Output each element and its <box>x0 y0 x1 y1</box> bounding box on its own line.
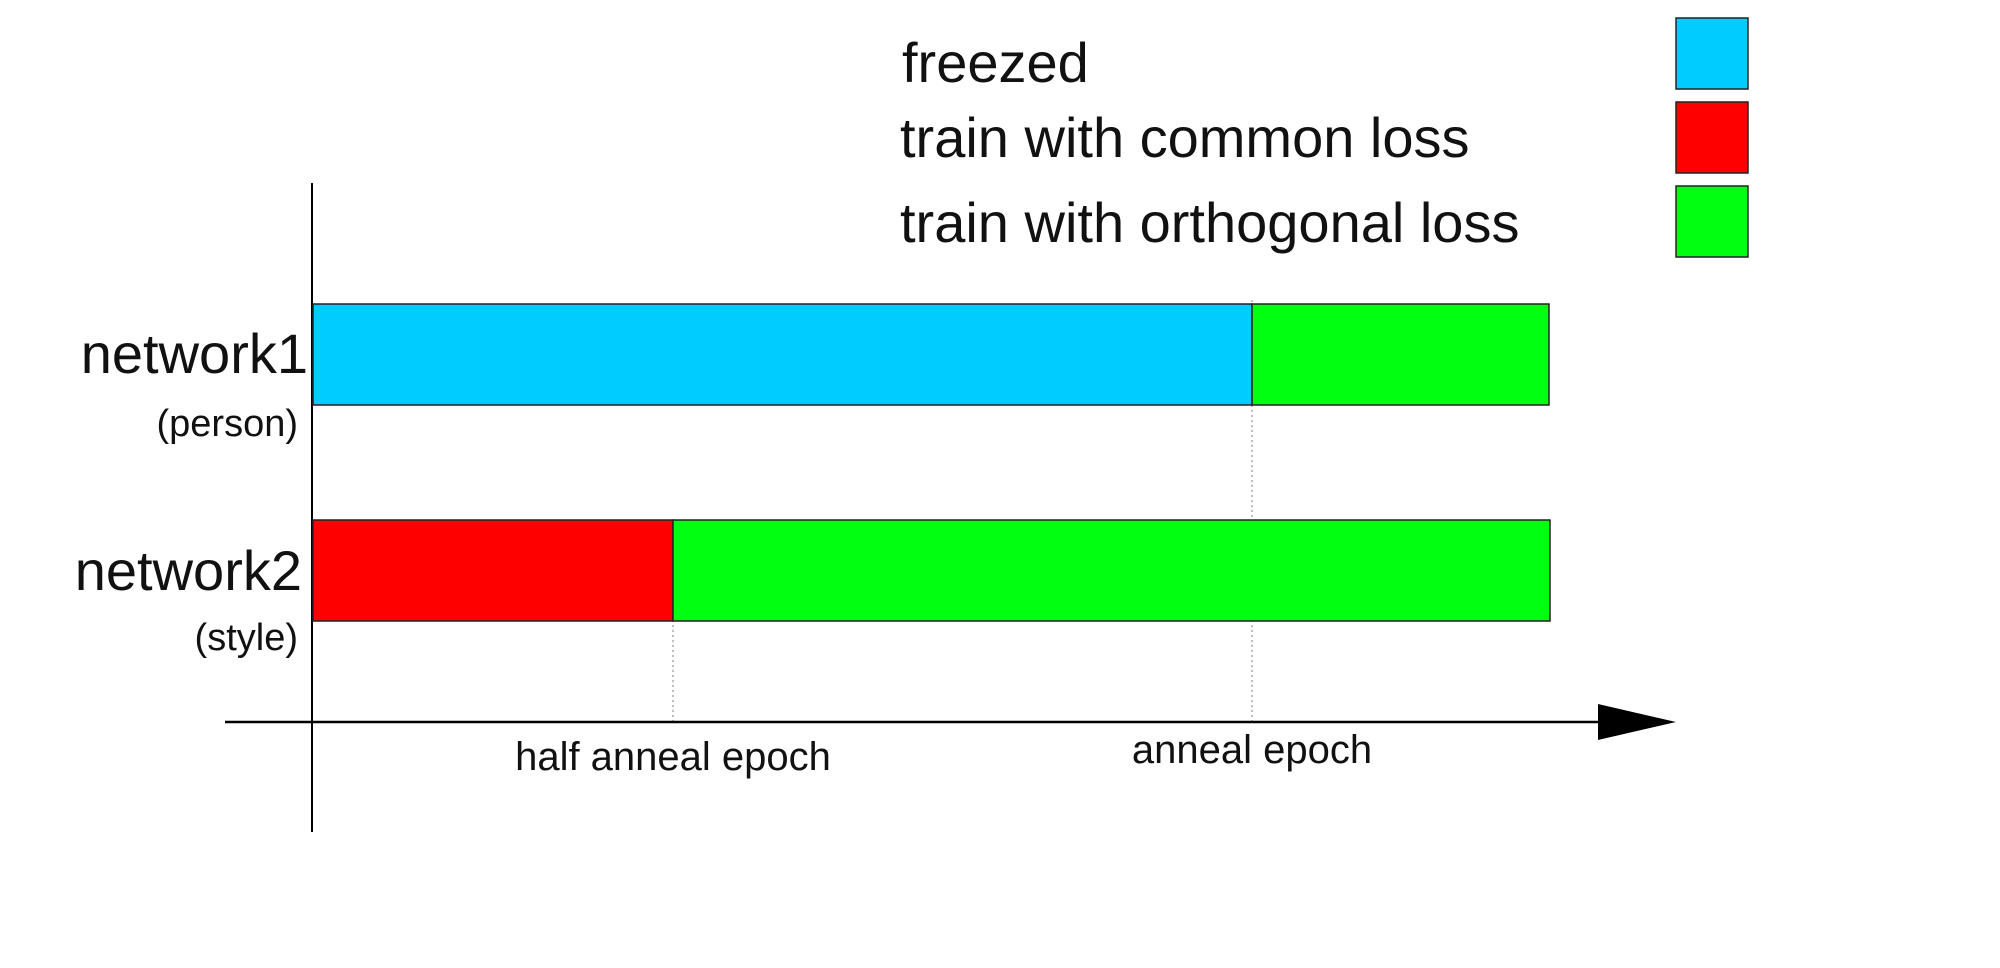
network1-segment-freezed <box>312 303 1253 406</box>
legend-swatch-freezed <box>1675 17 1749 90</box>
network2-label: network2 <box>75 539 302 602</box>
legend-swatch-orthogonal-loss <box>1675 185 1749 258</box>
network2-bar <box>312 519 1551 622</box>
legend: freezed train with common loss train wit… <box>900 17 1749 258</box>
network1-subtitle: (person) <box>157 403 299 445</box>
legend-label-orthogonal-loss: train with orthogonal loss <box>900 191 1519 254</box>
network2-segment-orthogonal <box>672 519 1551 622</box>
network1-bar <box>312 303 1550 406</box>
network2-segment-common <box>312 519 674 622</box>
network2-subtitle: (style) <box>195 617 298 659</box>
legend-label-common-loss: train with common loss <box>900 106 1470 169</box>
network1-label: network1 <box>81 322 308 385</box>
legend-label-freezed: freezed <box>902 31 1089 94</box>
time-axis-arrowhead <box>1598 704 1676 740</box>
tick-label-anneal-epoch: anneal epoch <box>1132 728 1372 772</box>
legend-swatch-common-loss <box>1675 101 1749 174</box>
network1-segment-orthogonal <box>1251 303 1550 406</box>
tick-label-half-anneal-epoch: half anneal epoch <box>515 735 831 779</box>
